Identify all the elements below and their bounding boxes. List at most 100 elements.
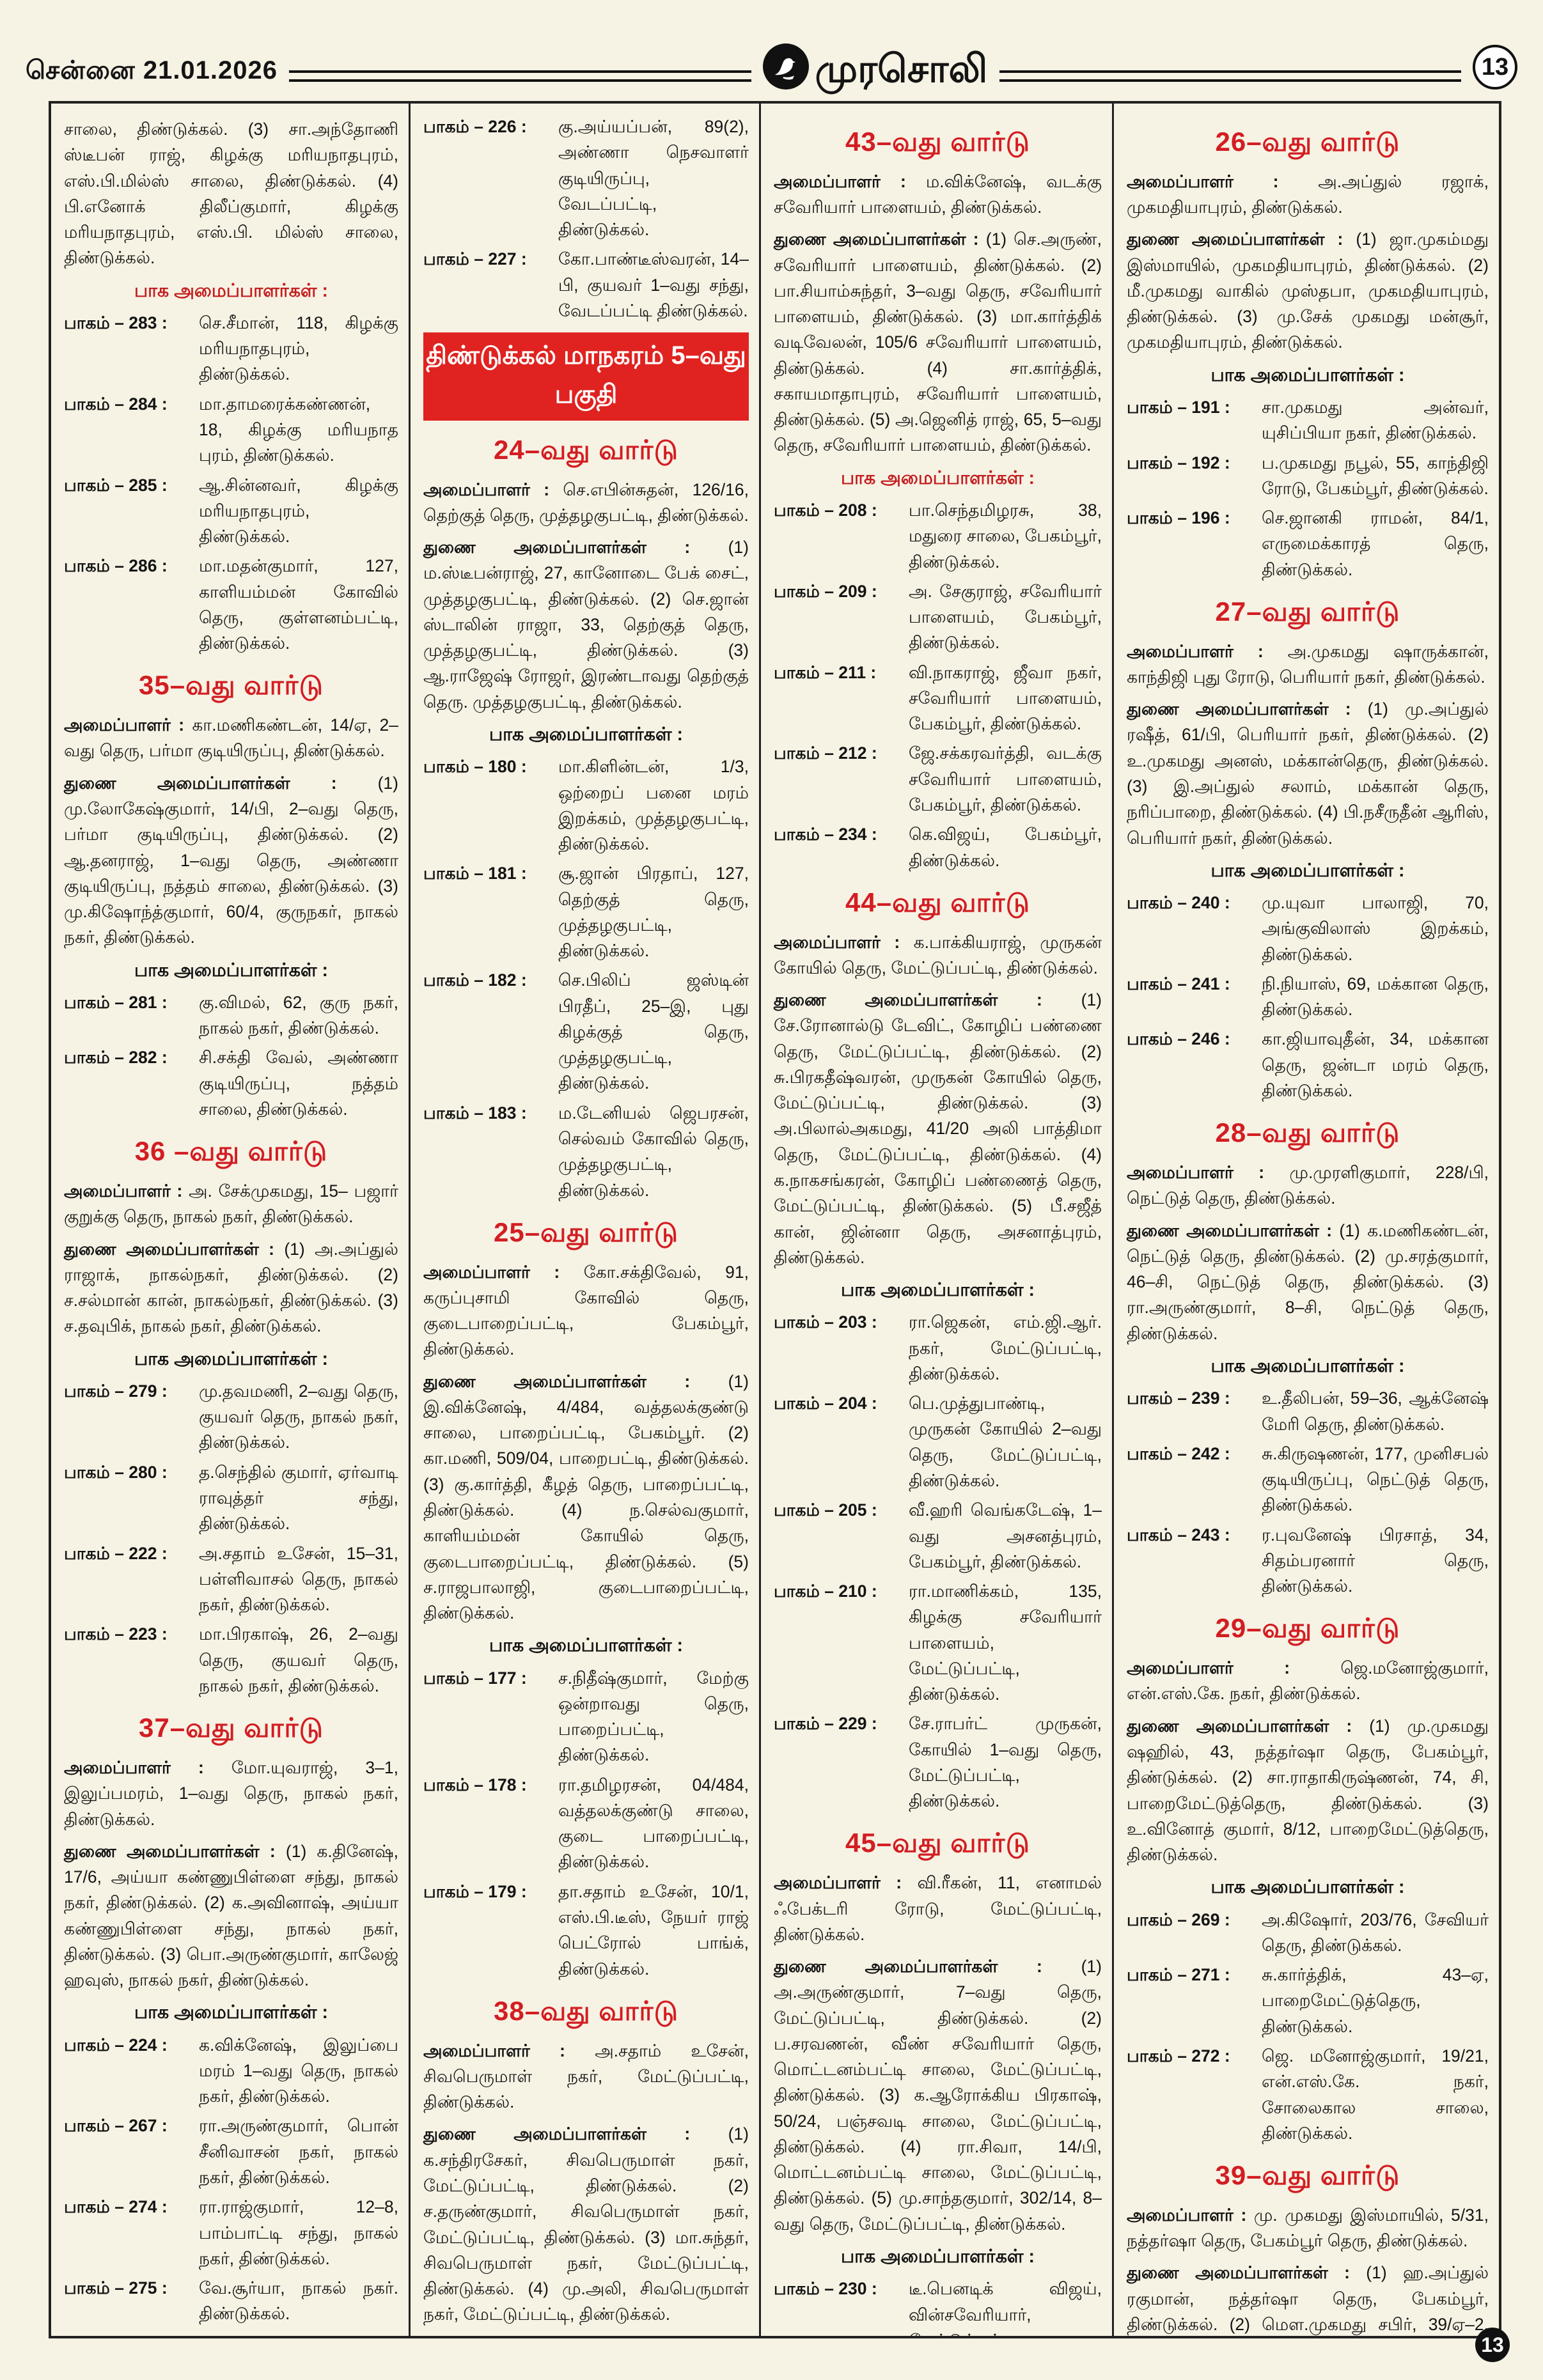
booth-row: பாகம் – 275 : வே.சூர்யா, நாகல் நகர். திண்… (64, 2275, 398, 2327)
booth-detail: மா.கிளின்டன், 1/3, ஒற்றைப் பனை மரம் இறக்… (558, 757, 749, 854)
booth-number: பாகம் – 279 : (64, 1381, 168, 1401)
booth-detail: மா.மதன்குமார், 127, காளியம்மன் கோவில் தெ… (199, 556, 398, 653)
booth-organizers-subhead: பாக அமைப்பாளர்கள் : (840, 467, 1035, 488)
booth-number: பாகம் – 282 : (64, 1048, 168, 1068)
booth-detail: சு.கிருஷணன், 177, முனிசபல் குடியிருப்பு,… (1262, 1443, 1489, 1515)
booth-number: பாகம் – 243 : (1127, 1525, 1230, 1544)
organizer-label: அமைப்பாளர் : (1127, 641, 1288, 661)
deputy-organizers-label: துணை அமைப்பாளர்கள் : (774, 1957, 1081, 1977)
booth-row: பாகம் – 179 : தா.சதாம் உசேன், 10/1, எஸ்.ப… (423, 1879, 749, 1982)
booth-row: பாகம் – 234 : கெ.விஜய், பேகம்பூர், திண்டு… (774, 821, 1102, 873)
organizer-label: அமைப்பாளர் : (1127, 171, 1319, 191)
deputy-organizers-label: துணை அமைப்பாளர்கள் : (64, 773, 378, 793)
booth-row: பாகம் – 205 : வீ.ஹரி வெங்கடேஷ், 1–வது அசன… (774, 1497, 1102, 1575)
deputy-organizers-para: துணை அமைப்பாளர்கள் : (1) க.தினேஷ், 17/6,… (64, 1841, 398, 1990)
organizer-para: அமைப்பாளர் : க.பாக்கியராஜ், முருகன் கோயி… (774, 932, 1102, 977)
booth-row: பாகம் – 240 : மு.யுவா பாலாஜி, 70, அங்குவி… (1127, 890, 1489, 967)
booth-number: பாகம் – 269 : (1127, 1909, 1230, 1929)
deputy-organizers-label: துணை அமைப்பாளர்கள் : (64, 1239, 285, 1259)
booth-row: பாகம் – 177 : ச.நிதீஷ்குமார், மேற்கு ஒன்ற… (423, 1665, 749, 1768)
booth-detail: செ.சீமான், 118, கிழக்கு மரியநாதபுரம், தி… (199, 313, 398, 384)
booth-row: பாகம் – 271 : சு.கார்த்திக், 43–ஏ, பாறைமே… (1127, 1962, 1489, 2039)
booth-detail: செ.பிலிப் ஜஸ்டின் பிரதீப், 25–இ, புது கி… (558, 970, 749, 1093)
booth-number: பாகம் – 240 : (1127, 893, 1230, 913)
booth-detail: கெ.விஜய், பேகம்பூர், திண்டுக்கல். (909, 825, 1102, 870)
page-header: சென்னை 21.01.2026 முரசொலி 13 (26, 19, 1517, 89)
booth-number: பாகம் – 275 : (64, 2278, 168, 2298)
booth-number: பாகம் – 230 : (774, 2279, 877, 2299)
organizer-label: அமைப்பாளர் : (64, 1757, 231, 1777)
booth-detail: ரா.அருண்குமார், பொன் சீனிவாசன் நகர், நாக… (199, 2116, 398, 2187)
booth-detail: செ.ஜானகி ராமன், 84/1, எருமைக்காரத் தெரு,… (1262, 508, 1489, 579)
organizer-label: அமைப்பாளர் : (423, 479, 563, 499)
deputy-organizers-para: துணை அமைப்பாளர்கள் : (1) க.சந்திரசேகர், … (423, 2124, 749, 2324)
booth-organizers-subhead: பாக அமைப்பாளர்கள் : (1210, 364, 1405, 385)
booth-row: பாகம் – 182 : செ.பிலிப் ஜஸ்டின் பிரதீப், … (423, 967, 749, 1096)
booth-row: பாகம் – 282 : சி.சக்தி வேல், அண்ணா குடியி… (64, 1045, 398, 1122)
booth-row: பாகம் – 230 : டீ.பெனடிக் விஜய், வின்சவேரி… (774, 2276, 1102, 2336)
organizer-para: அமைப்பாளர் : ஜெ.மனோஜ்குமார், என்.எஸ்.கே.… (1127, 1658, 1489, 1704)
booth-number: பாகம் – 183 : (423, 1103, 527, 1123)
organizer-label: அமைப்பாளர் : (423, 1262, 584, 1282)
booth-row: பாகம் – 283 : செ.சீமான், 118, கிழக்கு மரி… (64, 310, 398, 387)
continuation-para: சாலை, திண்டுக்கல். (3) சா.அந்தோணி ஸ்டீபன… (64, 120, 398, 268)
news-column-4: 26–வது வார்டு அமைப்பாளர் : அ.அப்துல் ரஜாக… (1114, 104, 1499, 2336)
booth-number: பாகம் – 286 : (64, 556, 168, 576)
booth-number: பாகம் – 191 : (1127, 398, 1230, 417)
organizer-para: அமைப்பாளர் : செ.எபின்சுதன், 126/16, தெற்… (423, 479, 749, 525)
booth-detail: ஆ.சின்னவர், கிழக்கு மரியநாதபுரம், திண்டு… (199, 475, 398, 547)
booth-detail: வே.சூர்யா, நாகல் நகர். திண்டுக்கல். (199, 2278, 398, 2324)
section-banner: திண்டுக்கல் மாநகரம் 5–வது பகுதி (423, 332, 749, 421)
booth-number: பாகம் – 283 : (64, 313, 168, 332)
booth-row: பாகம் – 274 : ரா.ராஜ்குமார், 12–8, பாம்பா… (64, 2194, 398, 2271)
booth-row: பாகம் – 285 : ஆ.சின்னவர், கிழக்கு மரியநாத… (64, 472, 398, 550)
deputy-organizers-label: துணை அமைப்பாளர்கள் : (1127, 2263, 1367, 2283)
booth-row: பாகம் – 246 : கா.ஜியாவுதீன், 34, மக்கான த… (1127, 1026, 1489, 1103)
booth-detail: கு.அய்யப்பன், 89(2), அண்ணா நெசவாளர் குடி… (558, 117, 749, 240)
booth-number: பாகம் – 242 : (1127, 1443, 1230, 1463)
booth-row: பாகம் – 222 : அ.சதாம் உசேன், 15–31, பள்ளி… (64, 1541, 398, 1618)
booth-row: பாகம் – 272 : ஜெ. மனோஜ்குமார், 19/21, என்… (1127, 2043, 1489, 2146)
organizer-para: அமைப்பாளர் : வி.ரீகன், 11, எனாமல் ஃபேக்ட… (774, 1873, 1102, 1944)
booth-detail: மு.தவமணி, 2–வது தெரு, குயவர் தெரு, நாகல்… (199, 1381, 398, 1452)
booth-detail: பெ.முத்துபாண்டி, முருகன் கோயில் 2–வது தெ… (909, 1394, 1102, 1490)
booth-row: பாகம் – 267 : ரா.அருண்குமார், பொன் சீனிவா… (64, 2113, 398, 2190)
deputy-organizers-label: துணை அமைப்பாளர்கள் : (774, 990, 1081, 1010)
booth-detail: ர.புவனேஷ் பிரசாத், 34, சிதம்பரனார் தெரு,… (1262, 1525, 1489, 1596)
organizer-para: அமைப்பாளர் : அ. சேக்முகமது, 15– பஜார் கு… (64, 1181, 398, 1227)
booth-row: பாகம் – 243 : ர.புவனேஷ் பிரசாத், 34, சிதம… (1127, 1522, 1489, 1599)
organizer-label: அமைப்பாளர் : (774, 171, 926, 191)
edition-date: சென்னை 21.01.2026 (26, 56, 278, 84)
booth-row: பாகம் – 281 : கு.விமல், 62, குரு நகர், நா… (64, 990, 398, 1041)
deputy-organizers-para: துணை அமைப்பாளர்கள் : (1) அ.அப்துல் ராஜாக… (64, 1239, 398, 1336)
organizer-label: அமைப்பாளர் : (774, 1873, 918, 1893)
organizer-para: அமைப்பாளர் : மு.முரளிகுமார், 228/பி, நெட… (1127, 1163, 1489, 1208)
organizer-para: அமைப்பாளர் : மு. முகமது இஸ்மாயில், 5/31,… (1127, 2205, 1489, 2251)
booth-number: பாகம் – 192 : (1127, 453, 1230, 472)
ward-heading: 27–வது வார்டு (1215, 596, 1400, 626)
booth-number: பாகம் – 179 : (423, 1881, 527, 1901)
booth-detail: ரா.மாணிக்கம், 135, கிழக்கு சவேரியார் பாள… (909, 1582, 1102, 1704)
booth-detail: கோ.பாண்டீஸ்வரன், 14–பி, குயவர் 1–வது சந்… (558, 249, 749, 320)
booth-number: பாகம் – 211 : (774, 662, 877, 682)
deputy-organizers-label: துணை அமைப்பாளர்கள் : (774, 229, 986, 249)
organizer-para: அமைப்பாளர் : ம.விக்னேஷ், வடக்கு சவேரியார… (774, 171, 1102, 217)
booth-number: பாகம் – 246 : (1127, 1029, 1230, 1049)
booth-number: பாகம் – 267 : (64, 2116, 168, 2136)
ward-heading: 44–வது வார்டு (845, 887, 1030, 917)
organizer-para: அமைப்பாளர் : கோ.சக்திவேல், 91, கருப்புசா… (423, 1262, 749, 1359)
booth-number: பாகம் – 222 : (64, 1543, 168, 1563)
booth-row: பாகம் – 183 : ம.டேனியல் ஜெபரசன், செல்வம் … (423, 1100, 749, 1203)
booth-row: பாகம் – 242 : சு.கிருஷணன், 177, முனிசபல் … (1127, 1441, 1489, 1518)
booth-organizers-subhead: பாக அமைப்பாளர்கள் : (423, 2334, 749, 2336)
masthead-title: முரசொலி (815, 47, 988, 90)
deputy-organizers-para: துணை அமைப்பாளர்கள் : (1) மு.லோகேஷ்குமார்… (64, 773, 398, 947)
booth-detail: கா.ஜியாவுதீன், 34, மக்கான தெரு, ஜன்டா மர… (1262, 1029, 1489, 1100)
booth-row: பாகம் – 280 : த.செந்தில் குமார், ஏர்வாடி … (64, 1459, 398, 1537)
booth-detail: தா.சதாம் உசேன், 10/1, எஸ்.பி.டீஸ், நேயர்… (558, 1881, 749, 1979)
booth-number: பாகம் – 234 : (774, 825, 877, 844)
deputy-organizers-para: துணை அமைப்பாளர்கள் : (1) சே.ரோனால்டு டேவ… (774, 990, 1102, 1267)
booth-detail: மா.தாமரைக்கண்ணன், 18, கிழக்கு மரியநாத பு… (199, 394, 398, 465)
booth-number: பாகம் – 210 : (774, 1582, 877, 1601)
organizer-para: அமைப்பாளர் : அ.அப்துல் ரஜாக், முகமதியாபு… (1127, 171, 1489, 217)
